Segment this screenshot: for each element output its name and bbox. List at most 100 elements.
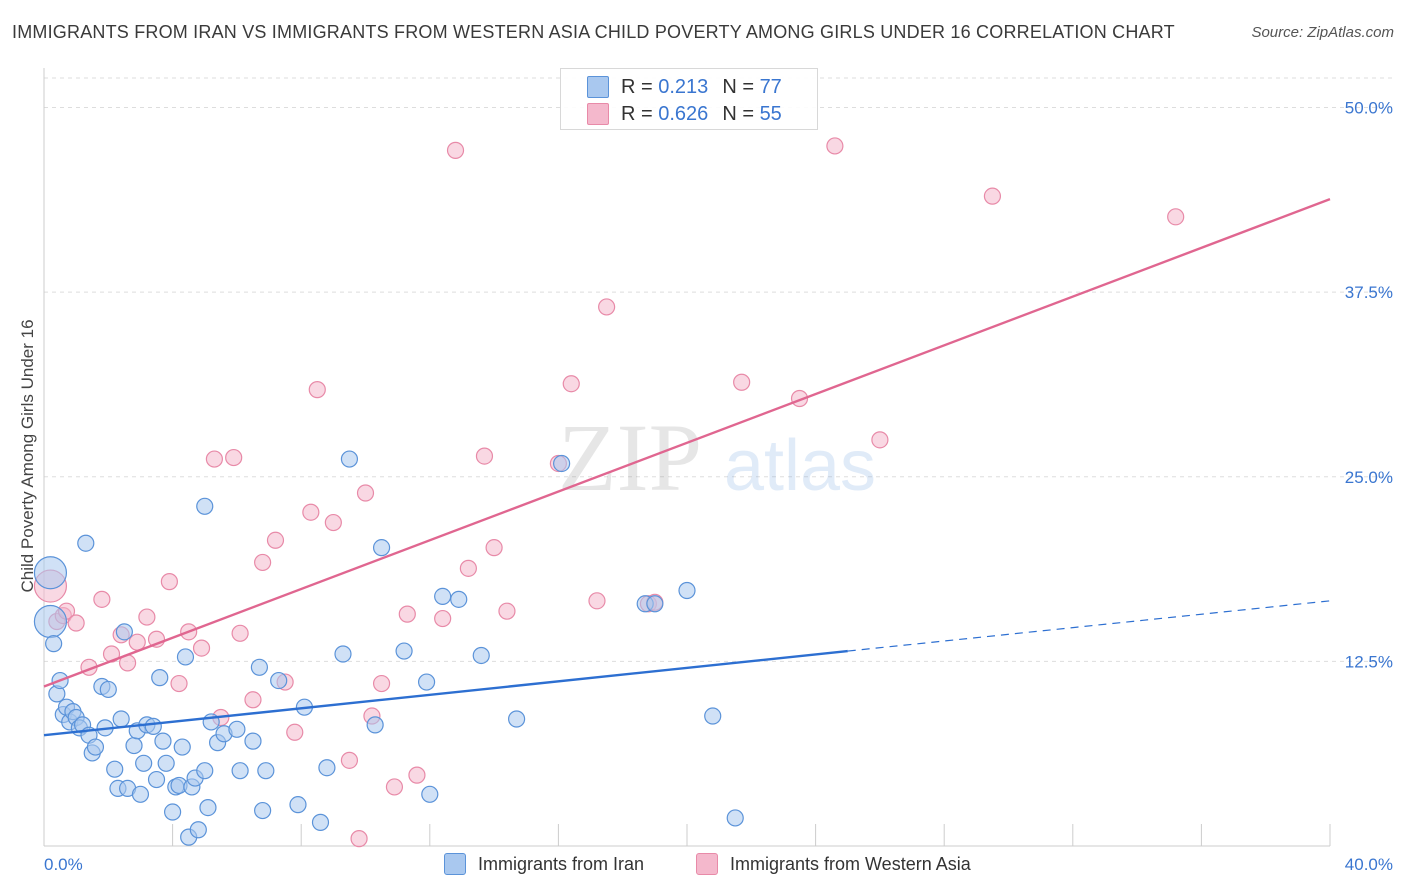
watermark-atlas: atlas xyxy=(724,426,876,506)
iran-point xyxy=(270,671,288,690)
western-asia-point xyxy=(459,559,477,577)
iran-point xyxy=(421,785,439,803)
legend-row-iran: R = 0.213 N = 77 xyxy=(587,75,782,99)
legend-row-western-asia: R = 0.626 N = 55 xyxy=(587,102,782,126)
western-asia-point xyxy=(562,375,580,393)
y-axis-label: Child Poverty Among Girls Under 16 xyxy=(18,319,37,593)
iran-point xyxy=(176,648,195,666)
legend-n-value: 77 xyxy=(759,75,782,98)
iran-point xyxy=(340,450,359,468)
iran-point xyxy=(472,646,490,665)
western-asia-point xyxy=(324,513,342,532)
bottom-legend-western-asia-label: Immigrants from Western Asia xyxy=(730,853,971,874)
western-asia-point xyxy=(340,751,359,769)
chart-title: IMMIGRANTS FROM IRAN VS IMMIGRANTS FROM … xyxy=(12,22,1175,42)
y-tick-label: 50.0% xyxy=(1345,99,1393,118)
western-asia-point xyxy=(302,503,320,521)
y-tick-label: 12.5% xyxy=(1345,652,1393,671)
iran-point xyxy=(417,673,436,691)
western-asia-point xyxy=(138,608,156,626)
legend-r-value: 0.626 xyxy=(658,102,709,125)
grid-lines xyxy=(44,77,1396,662)
iran-point xyxy=(115,623,133,641)
western-asia-point xyxy=(93,590,111,608)
iran-point xyxy=(164,803,182,821)
iran-point xyxy=(318,759,336,777)
iran-point xyxy=(704,707,722,725)
y-tick-label: 37.5% xyxy=(1345,283,1393,302)
iran-point xyxy=(334,645,352,663)
western-asia-point xyxy=(588,592,606,610)
x-tick-label-max: 40.0% xyxy=(1345,855,1393,874)
iran-point xyxy=(726,809,744,827)
iran-swatch xyxy=(444,853,466,875)
iran-point xyxy=(199,798,217,817)
iran-point xyxy=(450,590,468,608)
bottom-legend-western-asia[interactable]: Immigrants from Western Asia xyxy=(696,850,971,878)
iran-point xyxy=(289,796,307,814)
western-asia-trend-line xyxy=(43,197,1331,688)
western-asia-point xyxy=(826,137,844,155)
iran-points xyxy=(33,450,744,846)
iran-point xyxy=(228,720,246,738)
x-tick-label-min: 0.0% xyxy=(44,855,83,874)
western-asia-point xyxy=(67,614,85,632)
western-asia-point xyxy=(192,639,211,657)
iran-point xyxy=(106,760,124,778)
iran-point xyxy=(196,497,214,515)
iran-point xyxy=(646,595,664,613)
iran-point xyxy=(154,732,172,750)
western-asia-point xyxy=(266,531,285,549)
legend-n-label: N = xyxy=(722,75,754,98)
western-asia-point xyxy=(498,602,516,620)
iran-point xyxy=(147,770,166,789)
legend-r-label: R = xyxy=(621,102,653,125)
western-asia-point xyxy=(385,778,404,796)
iran-point xyxy=(311,813,330,831)
iran-point xyxy=(157,754,175,772)
western-asia-point xyxy=(286,723,304,741)
western-asia-point xyxy=(225,448,243,467)
iran-point xyxy=(196,762,214,780)
iran-point xyxy=(33,604,68,639)
correlation-legend: R = 0.213 N = 77 R = 0.626 N = 55 xyxy=(560,68,818,130)
iran-point xyxy=(131,785,150,803)
bottom-legend-iran[interactable]: Immigrants from Iran xyxy=(444,850,644,878)
legend-r-label: R = xyxy=(621,75,653,98)
axes xyxy=(43,68,1331,847)
iran-point xyxy=(99,680,117,699)
legend-n-value: 55 xyxy=(759,102,782,125)
iran-point xyxy=(86,738,105,756)
source-label: Source: ZipAtlas.com xyxy=(1251,24,1394,41)
iran-point xyxy=(33,556,68,590)
western-asia-swatch xyxy=(587,103,609,125)
iran-point xyxy=(151,669,169,687)
tick-labels: 12.5% 25.0% 37.5% 50.0% 0.0% 40.0% xyxy=(44,99,1393,874)
western-asia-point xyxy=(733,373,751,391)
iran-point xyxy=(77,534,95,552)
western-asia-point xyxy=(871,431,889,449)
iran-point xyxy=(231,762,249,780)
western-asia-point xyxy=(983,187,1002,205)
iran-point xyxy=(144,717,162,735)
iran-point xyxy=(553,454,571,473)
legend-r-value: 0.213 xyxy=(658,75,709,98)
western-asia-point xyxy=(598,298,616,316)
western-asia-point xyxy=(434,609,452,628)
western-asia-point xyxy=(408,766,426,784)
y-tick-label: 25.0% xyxy=(1345,468,1393,487)
western-asia-point xyxy=(1167,208,1185,226)
iran-point xyxy=(372,539,391,557)
iran-point xyxy=(508,710,526,728)
iran-point xyxy=(112,710,130,728)
iran-point xyxy=(189,821,207,839)
trend-lines xyxy=(43,197,1331,737)
western-asia-point xyxy=(372,674,391,693)
iran-point xyxy=(244,732,262,750)
iran-trend-extension xyxy=(847,600,1331,652)
western-asia-point xyxy=(231,624,249,642)
iran-point xyxy=(45,635,63,653)
iran-point xyxy=(125,736,143,755)
iran-point xyxy=(434,587,452,606)
